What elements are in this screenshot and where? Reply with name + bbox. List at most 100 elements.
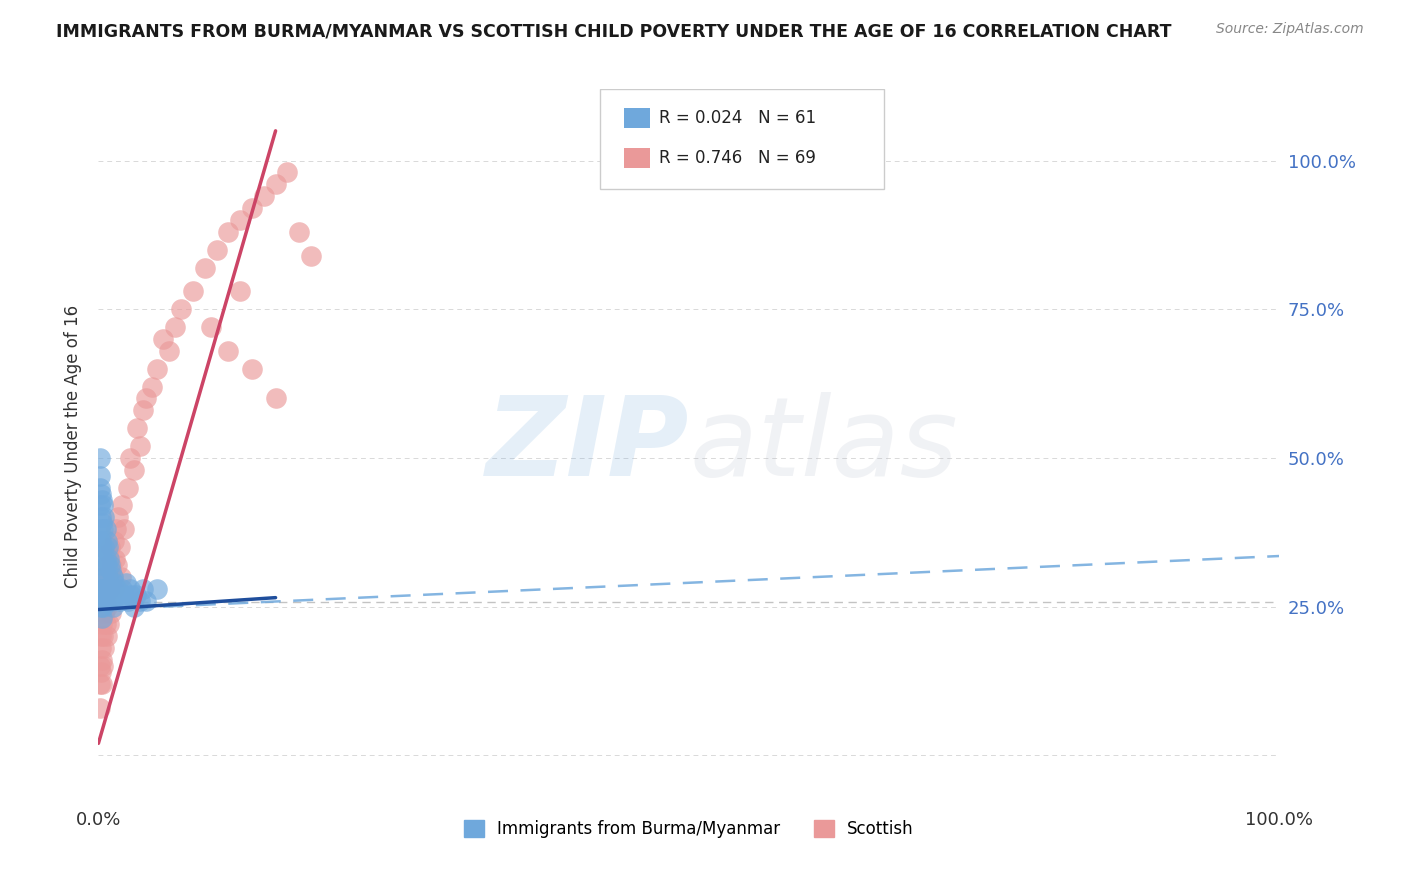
Point <box>93 641 115 656</box>
Point <box>127 421 149 435</box>
Point <box>98 570 121 584</box>
Point <box>105 558 128 572</box>
Point <box>96 599 118 614</box>
Point <box>299 249 322 263</box>
Point <box>91 516 114 531</box>
Point <box>114 575 136 590</box>
Point <box>240 201 263 215</box>
Point <box>98 540 121 554</box>
Point <box>96 558 118 572</box>
Point <box>91 499 114 513</box>
Point <box>108 540 131 554</box>
Point <box>120 582 142 596</box>
Point <box>101 570 124 584</box>
Point <box>90 486 112 500</box>
Point <box>105 588 128 602</box>
Point <box>89 522 111 536</box>
Point <box>90 641 112 656</box>
Point <box>132 403 155 417</box>
Point <box>135 392 157 406</box>
Point <box>91 653 114 667</box>
Point <box>93 510 115 524</box>
Point <box>111 499 134 513</box>
Point <box>91 522 114 536</box>
Point <box>93 593 115 607</box>
Point <box>229 213 252 227</box>
Point <box>217 343 239 358</box>
Point <box>91 659 114 673</box>
Point <box>141 379 163 393</box>
Point <box>89 677 111 691</box>
Legend: Immigrants from Burma/Myanmar, Scottish: Immigrants from Burma/Myanmar, Scottish <box>457 813 921 845</box>
Point <box>100 564 122 578</box>
Point <box>90 534 112 549</box>
FancyBboxPatch shape <box>600 89 884 189</box>
Point <box>276 165 298 179</box>
Point <box>110 570 132 584</box>
Point <box>229 285 252 299</box>
Point <box>98 582 121 596</box>
Point <box>97 582 120 596</box>
Point <box>107 510 129 524</box>
Point <box>93 606 115 620</box>
Text: R = 0.024   N = 61: R = 0.024 N = 61 <box>659 110 817 128</box>
Point <box>288 225 311 239</box>
Point <box>94 582 117 596</box>
Point <box>122 599 145 614</box>
Point <box>122 463 145 477</box>
Point <box>94 552 117 566</box>
Point <box>253 189 276 203</box>
Point <box>132 582 155 596</box>
Point <box>93 540 115 554</box>
Text: R = 0.746   N = 69: R = 0.746 N = 69 <box>659 149 817 167</box>
Point <box>100 558 122 572</box>
Point <box>98 617 121 632</box>
Point <box>98 552 121 566</box>
Point <box>100 606 122 620</box>
Y-axis label: Child Poverty Under the Age of 16: Child Poverty Under the Age of 16 <box>63 304 82 588</box>
Point <box>194 260 217 275</box>
Point <box>89 700 111 714</box>
Point <box>117 481 139 495</box>
Point <box>217 225 239 239</box>
Point <box>101 599 124 614</box>
Point <box>170 302 193 317</box>
Point <box>90 629 112 643</box>
FancyBboxPatch shape <box>624 148 650 168</box>
Point <box>98 558 121 572</box>
Point <box>157 343 180 358</box>
Point <box>91 582 114 596</box>
Text: Source: ZipAtlas.com: Source: ZipAtlas.com <box>1216 22 1364 37</box>
Point <box>264 392 287 406</box>
Point <box>97 570 120 584</box>
Point <box>90 665 112 679</box>
Point <box>112 522 135 536</box>
Point <box>91 677 114 691</box>
Point <box>98 588 121 602</box>
Point <box>146 361 169 376</box>
Point <box>103 582 125 596</box>
Point <box>103 575 125 590</box>
Point <box>240 361 263 376</box>
Point <box>96 534 118 549</box>
Text: IMMIGRANTS FROM BURMA/MYANMAR VS SCOTTISH CHILD POVERTY UNDER THE AGE OF 16 CORR: IMMIGRANTS FROM BURMA/MYANMAR VS SCOTTIS… <box>56 22 1171 40</box>
Point <box>89 499 111 513</box>
Point <box>97 593 120 607</box>
Point <box>107 588 129 602</box>
Point <box>152 332 174 346</box>
Point <box>89 481 111 495</box>
Point <box>125 588 148 602</box>
Text: ZIP: ZIP <box>485 392 689 500</box>
Point <box>205 243 228 257</box>
Point <box>96 588 118 602</box>
Point <box>89 659 111 673</box>
Point <box>91 617 114 632</box>
Point <box>97 540 120 554</box>
Point <box>91 570 114 584</box>
Point <box>181 285 204 299</box>
FancyBboxPatch shape <box>624 109 650 128</box>
Point <box>135 593 157 607</box>
Point <box>165 320 187 334</box>
Point <box>111 582 134 596</box>
Point <box>200 320 222 334</box>
